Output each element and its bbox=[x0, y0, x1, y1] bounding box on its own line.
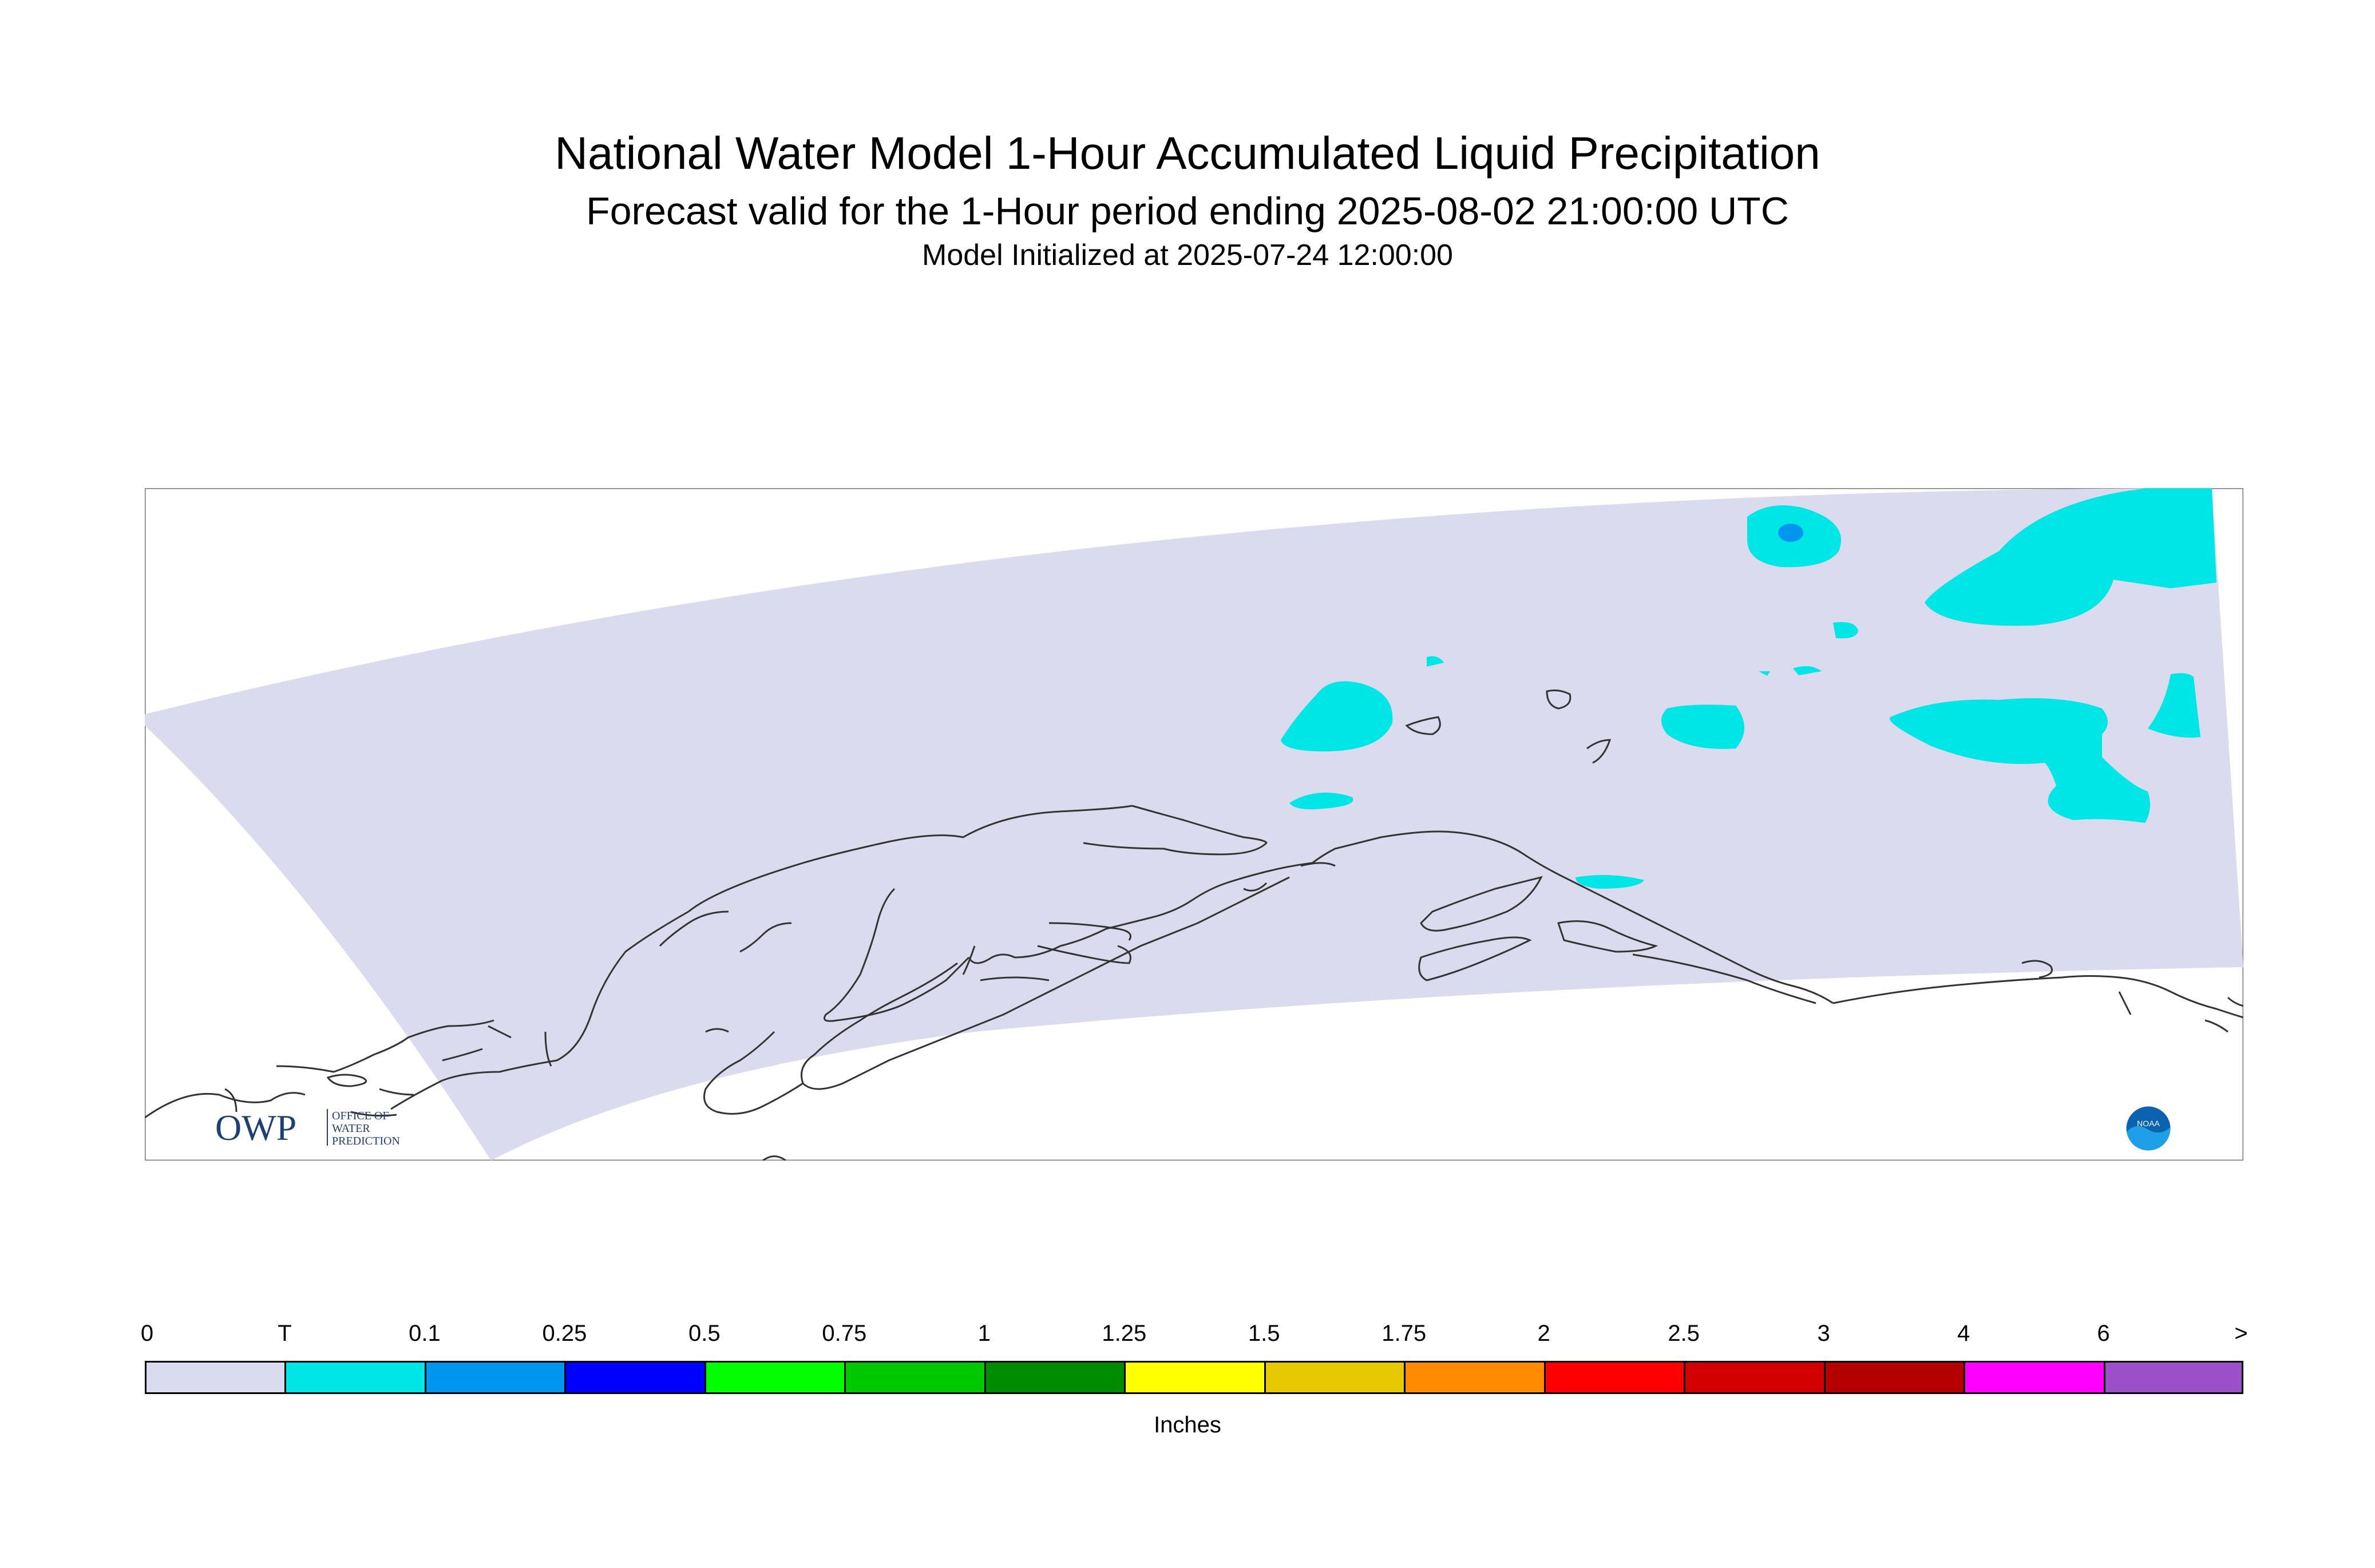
legend-tick-label: 6 bbox=[2097, 1321, 2110, 1346]
legend-swatch bbox=[1404, 1361, 1544, 1394]
legend-tick-label: 0.5 bbox=[688, 1321, 721, 1346]
legend-tick-label: 0.25 bbox=[542, 1321, 587, 1346]
legend-swatch bbox=[424, 1361, 565, 1394]
legend-swatch bbox=[984, 1361, 1125, 1394]
model-domain bbox=[145, 488, 2243, 1161]
legend-tick-label: T bbox=[278, 1321, 292, 1346]
owp-logo-line1: OFFICE OF bbox=[332, 1110, 389, 1122]
legend-swatch bbox=[844, 1361, 984, 1394]
legend-tick-label: 1.25 bbox=[1102, 1321, 1147, 1346]
legend-tick-label: 3 bbox=[1817, 1321, 1830, 1346]
legend-units: Inches bbox=[1154, 1412, 1221, 1438]
legend-tick-label: 1 bbox=[977, 1321, 991, 1346]
legend-tick-label: 2.5 bbox=[1668, 1321, 1700, 1346]
legend-swatch bbox=[1264, 1361, 1404, 1394]
map-subtitle: Forecast valid for the 1-Hour period end… bbox=[586, 189, 1789, 233]
legend-tick-label: 0 bbox=[140, 1321, 154, 1346]
coastlines bbox=[145, 689, 2243, 1161]
legend-swatch bbox=[1124, 1361, 1264, 1394]
legend-tick-label: > bbox=[2234, 1321, 2248, 1346]
owp-logo: OWP OFFICE OF WATER PREDICTION bbox=[215, 1107, 400, 1148]
legend-tick-label: 2 bbox=[1537, 1321, 1550, 1346]
noaa-logo-mark: NOAA bbox=[2137, 1119, 2160, 1128]
legend-tick-label: 4 bbox=[1957, 1321, 1970, 1346]
legend-swatch bbox=[145, 1361, 285, 1394]
owp-logo-line2: WATER bbox=[332, 1122, 370, 1135]
owp-logo-mark: OWP bbox=[215, 1107, 296, 1148]
legend-swatch bbox=[284, 1361, 425, 1394]
precip-areas bbox=[1281, 488, 2216, 889]
legend-swatch bbox=[1543, 1361, 1684, 1394]
legend-tick-label: 1.75 bbox=[1382, 1321, 1427, 1346]
noaa-logo: NOAA bbox=[2124, 1104, 2172, 1153]
legend-swatch bbox=[564, 1361, 704, 1394]
legend-tick-label: 0.1 bbox=[409, 1321, 441, 1346]
owp-logo-line3: PREDICTION bbox=[332, 1135, 400, 1147]
legend-swatch bbox=[2103, 1361, 2243, 1394]
legend-swatch bbox=[1964, 1361, 2104, 1394]
legend-tick-label: 0.75 bbox=[822, 1321, 867, 1346]
legend-swatch bbox=[1684, 1361, 1824, 1394]
precipitation-map bbox=[145, 488, 2243, 1161]
init-time: Model Initialized at 2025-07-24 12:00:00 bbox=[922, 239, 1453, 272]
map-title: National Water Model 1-Hour Accumulated … bbox=[555, 128, 1820, 179]
legend-swatch bbox=[704, 1361, 845, 1394]
legend-tick-label: 1.5 bbox=[1248, 1321, 1280, 1346]
legend-swatch bbox=[1823, 1361, 1964, 1394]
